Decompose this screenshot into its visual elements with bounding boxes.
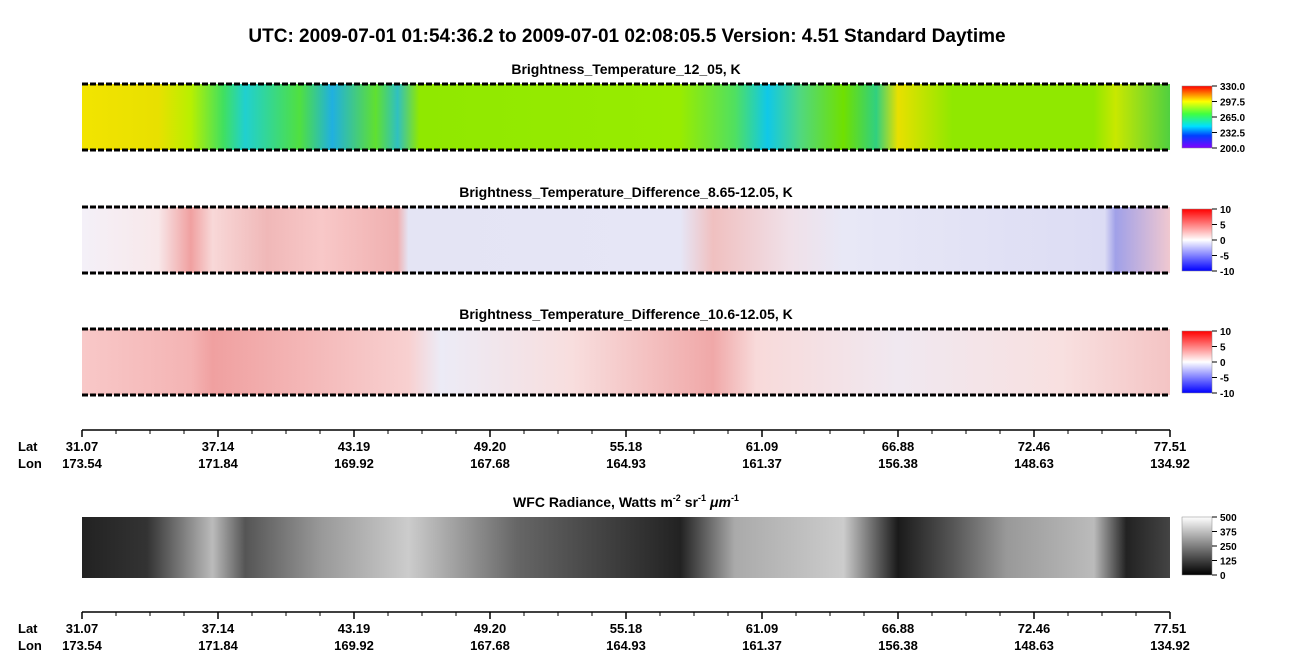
lon-label: 171.84 <box>198 456 239 471</box>
lon-label: 156.38 <box>878 638 918 653</box>
image-strip <box>82 207 1170 273</box>
lat-label: 61.09 <box>746 439 779 454</box>
colorbar-label: 0 <box>1220 236 1226 247</box>
image-strip <box>82 84 1170 150</box>
lat-label: 72.46 <box>1018 621 1051 636</box>
panel-title: Brightness_Temperature_Difference_10.6-1… <box>459 306 793 322</box>
colorbar-label: -5 <box>1220 252 1229 263</box>
colorbar-label: 500 <box>1220 513 1237 524</box>
lat-label: 31.07 <box>66 439 99 454</box>
lat-label: 55.18 <box>610 621 643 636</box>
lat-label: 66.88 <box>882 621 915 636</box>
colorbar <box>1181 330 1213 394</box>
title-part: -2 <box>673 493 681 503</box>
lon-label: 148.63 <box>1014 456 1054 471</box>
title-part: sr <box>685 494 699 510</box>
panel-title: WFC Radiance, Watts m-2 sr-1 μm-1 <box>513 493 739 510</box>
lon-label: 171.84 <box>198 638 239 653</box>
colorbar-label: 250 <box>1220 542 1237 553</box>
lat-label: 49.20 <box>474 439 507 454</box>
colorbar <box>1181 208 1213 272</box>
panel-title: Brightness_Temperature_12_05, K <box>511 61 740 77</box>
title-part: WFC Radiance, Watts m <box>513 494 673 510</box>
axis-label: Lat <box>18 621 38 636</box>
lon-label: 167.68 <box>470 638 510 653</box>
lat-label: 55.18 <box>610 439 643 454</box>
lat-label: 66.88 <box>882 439 915 454</box>
title-part: -1 <box>698 493 706 503</box>
colorbar-label: 10 <box>1220 327 1232 338</box>
colorbar-label: 265.0 <box>1220 113 1245 124</box>
colorbar-label: 200.0 <box>1220 144 1245 155</box>
panels: Brightness_Temperature_12_05, K 330.0 297.… <box>18 61 1245 653</box>
panel-title: Brightness_Temperature_Difference_8.65-1… <box>459 184 793 200</box>
image-strip <box>82 329 1170 395</box>
lon-label: 134.92 <box>1150 638 1190 653</box>
lat-label: 43.19 <box>338 439 371 454</box>
lon-label: 161.37 <box>742 456 782 471</box>
lat-label: 37.14 <box>202 439 235 454</box>
lon-label: 167.68 <box>470 456 510 471</box>
lon-label: 169.92 <box>334 638 374 653</box>
page-title: UTC: 2009-07-01 01:54:36.2 to 2009-07-01… <box>248 26 1005 47</box>
lat-label: 77.51 <box>1154 621 1187 636</box>
axis-label: Lat <box>18 439 38 454</box>
colorbar-label: 10 <box>1220 205 1232 216</box>
lat-label: 37.14 <box>202 621 235 636</box>
lon-label: 148.63 <box>1014 638 1054 653</box>
colorbar-label: 0 <box>1220 571 1226 582</box>
lat-label: 49.20 <box>474 621 507 636</box>
lat-label: 43.19 <box>338 621 371 636</box>
axis-label: Lon <box>18 456 42 471</box>
colorbar-label: 5 <box>1220 221 1226 232</box>
title-part: -1 <box>731 493 739 503</box>
lon-label: 164.93 <box>606 456 646 471</box>
title-part: μm <box>709 494 731 510</box>
colorbar-label: -5 <box>1220 374 1229 385</box>
lon-label: 156.38 <box>878 456 918 471</box>
image-strip <box>82 517 1170 578</box>
colorbar-label: 330.0 <box>1220 82 1245 93</box>
colorbar-label: 5 <box>1220 343 1226 354</box>
lat-label: 31.07 <box>66 621 99 636</box>
lat-label: 77.51 <box>1154 439 1187 454</box>
colorbar-label: 0 <box>1220 358 1226 369</box>
lon-label: 161.37 <box>742 638 782 653</box>
colorbar <box>1181 85 1213 149</box>
colorbar-label: 232.5 <box>1220 129 1245 140</box>
lon-label: 173.54 <box>62 456 103 471</box>
lon-label: 173.54 <box>62 638 103 653</box>
lon-label: 134.92 <box>1150 456 1190 471</box>
colorbar-label: 297.5 <box>1220 98 1245 109</box>
lon-label: 164.93 <box>606 638 646 653</box>
colorbar-label: -10 <box>1220 267 1235 278</box>
colorbar-label: 375 <box>1220 528 1237 539</box>
colorbar-label: 125 <box>1220 557 1237 568</box>
lon-label: 169.92 <box>334 456 374 471</box>
lat-label: 72.46 <box>1018 439 1051 454</box>
colorbar-label: -10 <box>1220 389 1235 400</box>
lat-label: 61.09 <box>746 621 779 636</box>
axis-label: Lon <box>18 638 42 653</box>
colorbar <box>1181 516 1213 576</box>
